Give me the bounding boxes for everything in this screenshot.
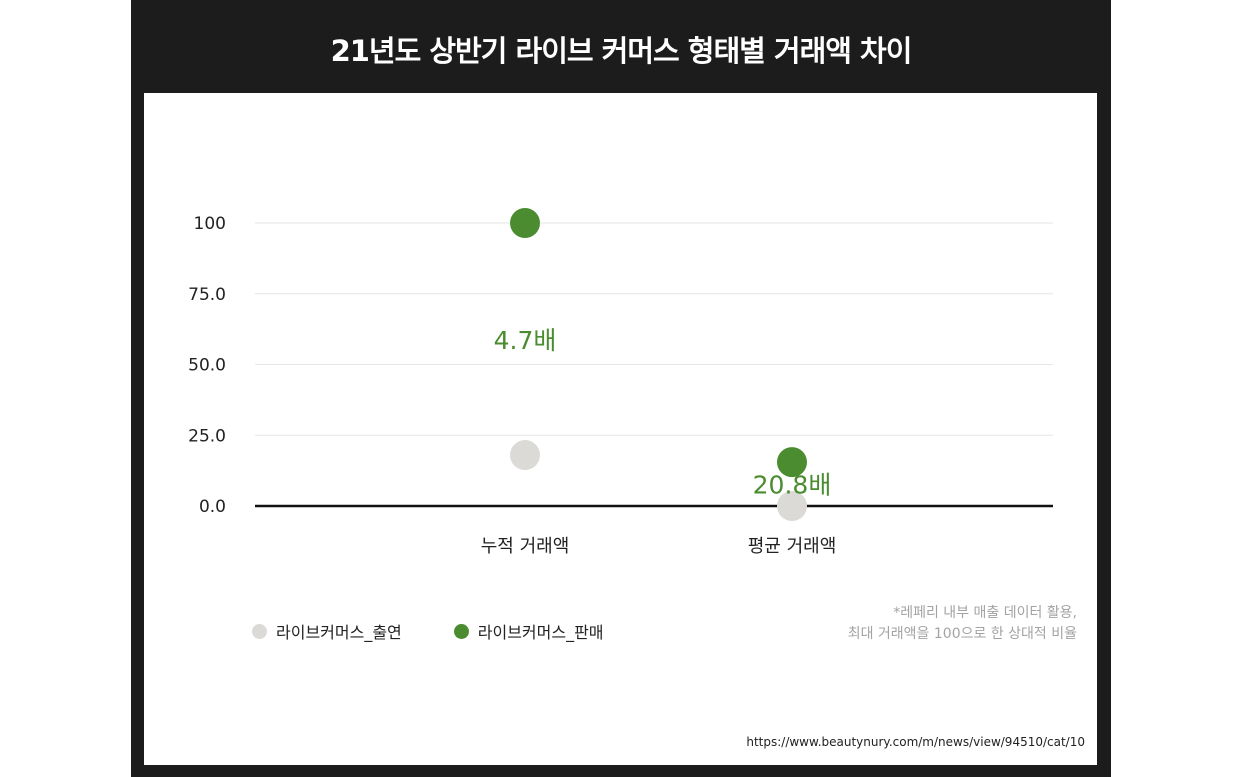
x-tick-label: 평균 거래액 [748,536,837,557]
footnote-line-2: 최대 거래액을 100으로 한 상대적 비율 [847,626,1077,642]
legend-marker-appearance [252,623,267,639]
y-tick-label: 100 [194,214,226,234]
legend-label-sales: 라이브커머스_판매 [477,623,604,642]
footnote-line-1: *레페리 내부 매출 데이터 활용, [893,605,1077,621]
ratio-annotation: 20.8배 [753,470,832,499]
data-point-appearance [777,491,807,521]
footnote: *레페리 내부 매출 데이터 활용, 최대 거래액을 100으로 한 상대적 비… [848,603,1077,645]
legend-marker-sales [453,623,469,639]
legend: 라이브커머스_출연 라이브커머스_판매 [252,619,656,643]
source-url: https://www.beautynury.com/m/news/view/9… [746,735,1085,749]
y-tick-label: 25.0 [188,426,226,446]
y-tick-label: 50.0 [188,356,226,376]
scatter-chart: 0.0 25.0 50.0 75.0 100 누적 거래액 평균 거래액 4.7배 20.8배 [188,208,1053,557]
y-tick-label: 0.0 [199,497,226,517]
data-point-appearance [510,440,540,471]
chart-panel: 0.0 25.0 50.0 75.0 100 누적 거래액 평균 거래액 4.7배 20.8배 … [144,93,1097,765]
data-point-sales [777,447,807,478]
legend-label-appearance: 라이브커머스_출연 [276,623,402,642]
x-tick-label: 누적 거래액 [481,536,570,557]
data-point-sales [510,208,540,238]
ratio-annotation: 4.7배 [494,326,557,355]
y-tick-label: 75.0 [188,285,226,305]
legend-item-sales: 라이브커머스_판매 [453,619,604,643]
chart-title: 21년도 상반기 라이브 커머스 형태별 거래액 차이 [330,34,913,68]
legend-item-appearance: 라이브커머스_출연 [252,619,402,643]
